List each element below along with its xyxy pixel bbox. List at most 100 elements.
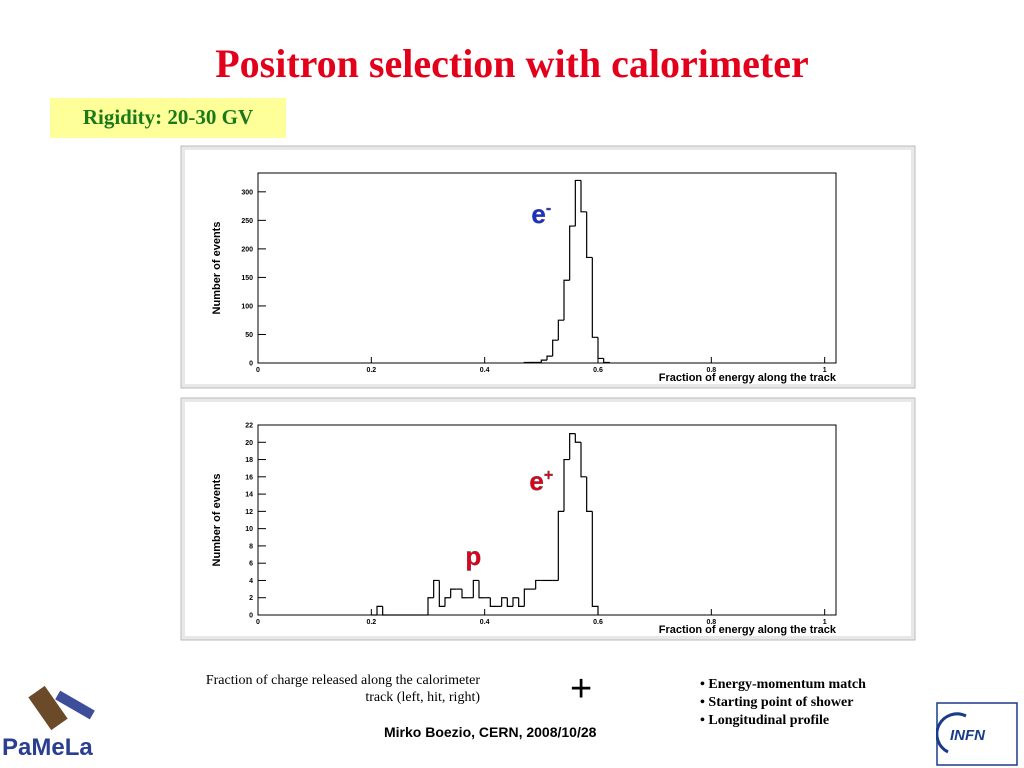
histogram-bin [552,339,559,357]
y-tick-label: 100 [241,303,253,310]
y-tick-label: 14 [245,492,253,499]
x-tick-label: 0.8 [706,367,716,374]
histogram-bin [438,580,445,607]
histogram-bin [580,442,587,478]
bullet: • Energy-momentum match [700,677,866,692]
x-tick-label: 0.6 [593,367,603,374]
logo-shape [55,690,95,720]
logo-text: INFN [950,727,986,744]
y-tick-label: 0 [249,361,253,368]
histogram-bin [478,580,485,599]
histogram-bin [535,579,542,590]
histogram-bin [540,359,547,363]
logo-text: PaMeLa [2,734,93,761]
histogram-bin [382,606,389,616]
slide-title: Positron selection with calorimeter [215,41,809,86]
histogram-bin [574,433,581,443]
y-tick-label: 20 [245,440,253,447]
histogram-bin [523,361,530,364]
caption: Fraction of charge released along the ca… [205,673,480,705]
plot-frame [257,424,837,616]
annotation-text: e [531,199,545,229]
histogram-bin [501,597,508,607]
y-tick-label: 0 [249,613,253,620]
y-tick-label: 22 [245,423,253,430]
annotation-text: p [465,541,481,571]
y-tick-label: 300 [241,189,253,196]
logo-shape [936,712,967,754]
bullet-list: • Energy-momentum match • Starting point… [700,676,866,730]
histogram-bin [591,511,599,615]
histogram-bin [563,279,570,321]
x-tick-label: 1 [823,619,827,626]
y-tick-label: 2 [249,595,253,602]
histogram-bin [523,588,530,607]
histogram-bin [472,579,479,598]
plot-frame [257,172,837,364]
x-tick-label: 0 [256,367,260,374]
x-tick-label: 1 [823,367,827,374]
x-axis-title: Fraction of energy along the track [659,624,837,636]
x-tick-label: 0.6 [593,619,603,626]
rigidity-box: Rigidity: 20-30 GV [50,98,286,138]
histogram-bin [563,458,570,512]
histogram-bin [518,597,525,607]
y-tick-label: 250 [241,218,253,225]
histogram-bin [557,319,564,341]
histogram-bin [506,597,513,607]
pamela-logo: PaMeLa [2,685,95,761]
x-tick-label: 0.2 [366,619,376,626]
histogram-bin [489,597,496,607]
annotation: e- [531,199,551,229]
y-tick-label: 4 [249,578,253,585]
y-tick-label: 150 [241,275,253,282]
y-tick-label: 8 [249,543,253,550]
x-tick-label: 0.4 [480,367,490,374]
y-axis-title: Number of events [211,474,223,567]
annotation-sup: - [546,200,551,217]
bullet: • Starting point of shower [700,695,854,710]
annotation: p [465,541,481,571]
histogram-bin [591,257,598,338]
y-tick-label: 10 [245,526,253,533]
histogram-bin [450,588,457,598]
y-axis-title: Number of events [211,222,223,315]
histogram-bin [444,597,451,607]
footer: Mirko Boezio, CERN, 2008/10/28 [384,724,597,740]
logo-shape [28,685,68,731]
annotation-text: e [529,466,543,496]
y-tick-label: 50 [245,332,253,339]
x-tick-label: 0.4 [480,619,490,626]
histogram-bin [569,225,576,281]
x-tick-label: 0.8 [706,619,716,626]
histogram-bin [376,605,383,615]
x-tick-label: 0 [256,619,260,626]
histogram-bin [427,597,434,615]
histogram-bin [603,358,610,364]
logo-frame [936,702,1018,766]
histogram-bin [574,179,581,227]
y-tick-label: 12 [245,509,253,516]
y-tick-label: 200 [241,246,253,253]
histogram-bin [461,589,468,599]
histogram-bin [586,211,593,259]
x-tick-label: 0.2 [366,367,376,374]
x-axis-title: Fraction of energy along the track [659,372,837,384]
histogram-bin [512,597,519,607]
plus-sign: + [570,668,593,710]
histogram-bin [597,337,604,360]
histogram-bin [586,476,593,512]
y-tick-label: 16 [245,474,253,481]
infn-logo: INFN [936,702,1018,766]
y-tick-label: 6 [249,561,253,568]
histogram-bin [569,433,576,460]
y-tick-label: 18 [245,457,253,464]
annotation: e+ [529,466,553,496]
histogram-bin [557,510,564,581]
histogram-bin [433,579,440,598]
histogram-bin [580,180,587,213]
bullet: • Longitudinal profile [700,713,830,728]
annotation-sup: + [544,467,553,484]
